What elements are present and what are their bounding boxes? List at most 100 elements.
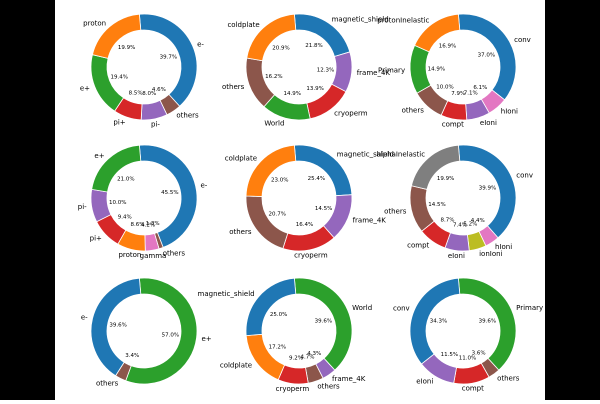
- category-label-frame-4k: frame_4K: [332, 375, 366, 383]
- category-label-world: World: [264, 120, 284, 128]
- percent-label-eioni: 7.1%: [464, 91, 478, 97]
- percent-label-eioni: 7.4%: [453, 223, 467, 229]
- wedge-e: [138, 144, 198, 248]
- category-label-e: e-: [201, 181, 208, 189]
- category-label-gamma: gamma: [140, 252, 167, 260]
- category-label-others: others: [402, 106, 425, 114]
- percent-label-others: 14.5%: [428, 202, 445, 208]
- category-label-compt: compt: [462, 385, 484, 393]
- percent-label-magnetic-shield: 25.4%: [308, 176, 325, 182]
- percent-label-protoninelastic: 16.9%: [439, 43, 456, 49]
- right-margin-bar: [545, 0, 600, 400]
- percent-label-alphainelastic: 19.9%: [437, 176, 454, 182]
- category-label-frame-4k: frame_4K: [353, 217, 387, 225]
- donut-chart-grid: 39.7% e- 4.6% others 8.0% pi- 8.5% pi+ 19.4% e+ 19…: [78, 13, 543, 393]
- percent-label-coldplate: 23.0%: [271, 178, 288, 184]
- percent-label-coldplate: 17.2%: [269, 345, 286, 351]
- category-label-pi: pi-: [78, 203, 87, 211]
- percent-label-e: 39.7%: [160, 54, 177, 60]
- wedge-alphainelastic: [410, 144, 461, 190]
- percent-label-pi: 9.4%: [118, 214, 132, 220]
- category-label-magnetic-shield: magnetic_shield: [332, 16, 389, 24]
- category-label-others: others: [497, 374, 520, 382]
- percent-label-conv: 39.9%: [479, 186, 496, 192]
- category-label-others: others: [317, 383, 340, 391]
- category-label-coldplate: coldplate: [227, 21, 259, 29]
- category-label-cryoperm: cryoperm: [294, 251, 328, 259]
- category-label-conv: conv: [393, 305, 410, 313]
- percent-label-conv: 37.0%: [478, 52, 495, 58]
- category-label-e: e+: [202, 335, 212, 343]
- percent-label-proton: 19.9%: [118, 45, 135, 51]
- category-label-cryoperm: cryoperm: [276, 385, 310, 393]
- category-label-compt: compt: [442, 121, 464, 129]
- wedge-e: [125, 277, 198, 385]
- category-label-compt: compt: [407, 242, 429, 250]
- percent-label-primary: 14.9%: [428, 66, 445, 72]
- percent-label-compt: 11.0%: [459, 355, 476, 361]
- percent-label-others: 10.0%: [436, 85, 453, 91]
- percent-label-world: 39.6%: [315, 318, 332, 324]
- percent-label-hioni: 6.1%: [473, 85, 487, 91]
- percent-label-others: 4.6%: [152, 87, 166, 93]
- percent-label-cryoperm: 16.4%: [296, 222, 313, 228]
- category-label-proton: proton: [118, 251, 141, 259]
- category-label-conv: conv: [516, 172, 533, 180]
- percent-label-others: 20.7%: [268, 211, 285, 217]
- percent-label-magnetic-shield: 25.0%: [270, 312, 287, 318]
- left-margin-bar: [0, 0, 55, 400]
- category-label-coldplate: coldplate: [225, 155, 257, 163]
- category-label-ionioni: ionIoni: [479, 250, 502, 258]
- percent-label-compt: 8.7%: [441, 218, 455, 224]
- category-label-world: World: [352, 304, 372, 312]
- category-label-others: others: [229, 228, 252, 236]
- category-label-e: e-: [197, 40, 204, 48]
- wedge-others: [409, 185, 435, 232]
- percent-label-cryoperm: 13.9%: [306, 86, 323, 92]
- wedge-coldplate: [245, 333, 286, 381]
- wedge-conv: [409, 277, 461, 365]
- percent-label-others: 3.4%: [125, 353, 139, 359]
- donut-chart-7: 57.0% e+ 3.4% others 39.6% e-: [81, 277, 212, 388]
- donut-chart-2: 21.8% magnetic_shield 12.3% frame_4K 13.9% cr…: [222, 13, 391, 128]
- percent-label-frame-4k: 12.3%: [317, 68, 334, 74]
- category-label-coldplate: coldplate: [220, 362, 252, 370]
- percent-label-proton: 8.6%: [131, 222, 145, 228]
- percent-label-frame-4k: 14.5%: [315, 206, 332, 212]
- percent-label-magnetic-shield: 21.8%: [305, 43, 322, 49]
- category-label-pi: pi+: [113, 119, 125, 127]
- category-label-primary: Primary: [378, 66, 405, 74]
- category-label-e: e+: [94, 152, 104, 160]
- percent-label-e: 39.6%: [109, 323, 126, 329]
- donut-chart-1: 39.7% e- 4.6% others 8.0% pi- 8.5% pi+ 19.4% e+ 19…: [80, 13, 204, 128]
- percent-label-others: 16.2%: [265, 74, 282, 80]
- category-label-proton: proton: [83, 20, 106, 28]
- percent-label-others: 4.7%: [301, 354, 315, 360]
- category-label-magnetic-shield: magnetic_shield: [337, 151, 394, 159]
- percent-label-others: 1.3%: [146, 221, 160, 227]
- category-label-pi: pi+: [90, 234, 102, 242]
- percent-label-frame-4k: 4.3%: [307, 351, 321, 357]
- category-label-protoninelastic: protonInelastic: [377, 16, 429, 24]
- wedge-proton: [91, 13, 142, 59]
- category-label-frame-4k: frame_4K: [357, 69, 391, 77]
- percent-label-hioni: 4.4%: [471, 218, 485, 224]
- percent-label-coldplate: 20.9%: [272, 45, 289, 51]
- wedge-coldplate: [246, 13, 297, 62]
- percent-label-e: 19.4%: [110, 75, 127, 81]
- category-label-eioni: eIoni: [416, 377, 433, 385]
- category-label-others: others: [384, 207, 407, 215]
- percent-label-e: 21.0%: [117, 177, 134, 183]
- percent-label-conv: 34.3%: [430, 319, 447, 325]
- wedge-e: [90, 54, 125, 112]
- percent-label-gamma: 4.2%: [141, 222, 155, 228]
- percent-label-pi: 10.0%: [109, 200, 126, 206]
- percent-label-e: 45.5%: [161, 190, 178, 196]
- category-label-others: others: [163, 249, 186, 257]
- category-label-e: e+: [80, 85, 90, 93]
- donut-chart-4: 45.5% e- 1.3% others 4.2% gamma 8.6% proton 9.4%…: [78, 144, 208, 260]
- percent-label-pi: 8.5%: [129, 90, 143, 96]
- wedge-others: [245, 195, 289, 250]
- donut-chart-8: 39.6% World 4.3% frame_4K 4.7% others 9.2% cryo…: [198, 277, 372, 393]
- category-label-magnetic-shield: magnetic_shield: [198, 290, 255, 298]
